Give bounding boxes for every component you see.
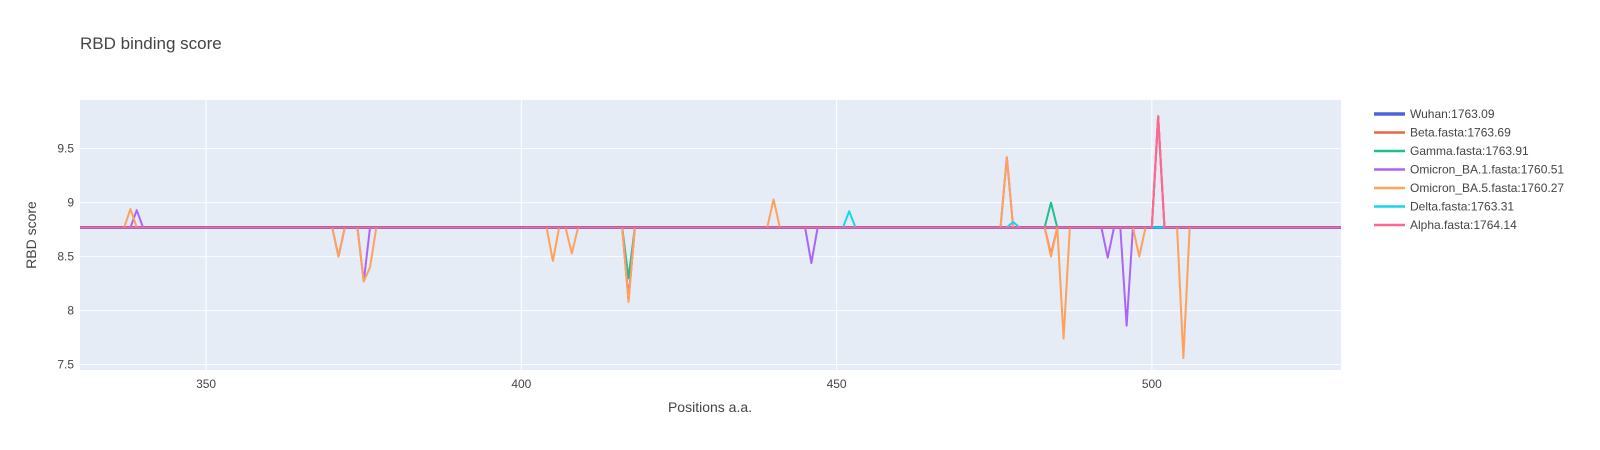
- y-tick-label: 8: [67, 304, 74, 318]
- y-tick-label: 7.5: [57, 358, 74, 372]
- legend-item[interactable]: Beta.fasta:1763.69: [1374, 126, 1511, 140]
- legend-label: Beta.fasta:1763.69: [1410, 126, 1511, 140]
- legend-item[interactable]: Omicron_BA.5.fasta:1760.27: [1374, 181, 1564, 195]
- x-tick-label: 450: [827, 377, 847, 391]
- series-line-7: [80, 115, 1341, 229]
- x-axis-title: Positions a.a.: [668, 399, 752, 415]
- plot-area: [80, 100, 1341, 370]
- legend-item[interactable]: Gamma.fasta:1763.91: [1374, 144, 1529, 158]
- legend-label: Wuhan:1763.09: [1410, 107, 1495, 121]
- x-tick-label: 350: [196, 377, 216, 391]
- legend-label: Omicron_BA.1.fasta:1760.51: [1410, 163, 1564, 177]
- legend-label: Gamma.fasta:1763.91: [1410, 144, 1529, 158]
- chart-title: RBD binding score: [80, 34, 222, 53]
- x-tick-label: 400: [511, 377, 531, 391]
- y-tick-label: 8.5: [57, 250, 74, 264]
- y-axis-title: RBD score: [23, 201, 39, 269]
- legend-label: Alpha.fasta:1764.14: [1410, 218, 1517, 232]
- legend: Wuhan:1763.09 Beta.fasta:1763.69 Gamma.fas…: [1374, 107, 1564, 232]
- legend-label: Delta.fasta:1763.31: [1410, 200, 1514, 214]
- y-tick-label: 9: [67, 196, 74, 210]
- legend-label: Omicron_BA.5.fasta:1760.27: [1410, 181, 1564, 195]
- series-lines: [80, 115, 1341, 360]
- axis-ticks: 350 400 450 500 7.5 8 8.5 9 9.5: [57, 142, 1162, 391]
- legend-item[interactable]: Omicron_BA.1.fasta:1760.51: [1374, 163, 1564, 177]
- legend-item[interactable]: Alpha.fasta:1764.14: [1374, 218, 1517, 232]
- legend-item[interactable]: Wuhan:1763.09: [1374, 107, 1495, 121]
- legend-item[interactable]: Delta.fasta:1763.31: [1374, 200, 1514, 214]
- x-tick-label: 500: [1142, 377, 1162, 391]
- y-tick-label: 9.5: [57, 142, 74, 156]
